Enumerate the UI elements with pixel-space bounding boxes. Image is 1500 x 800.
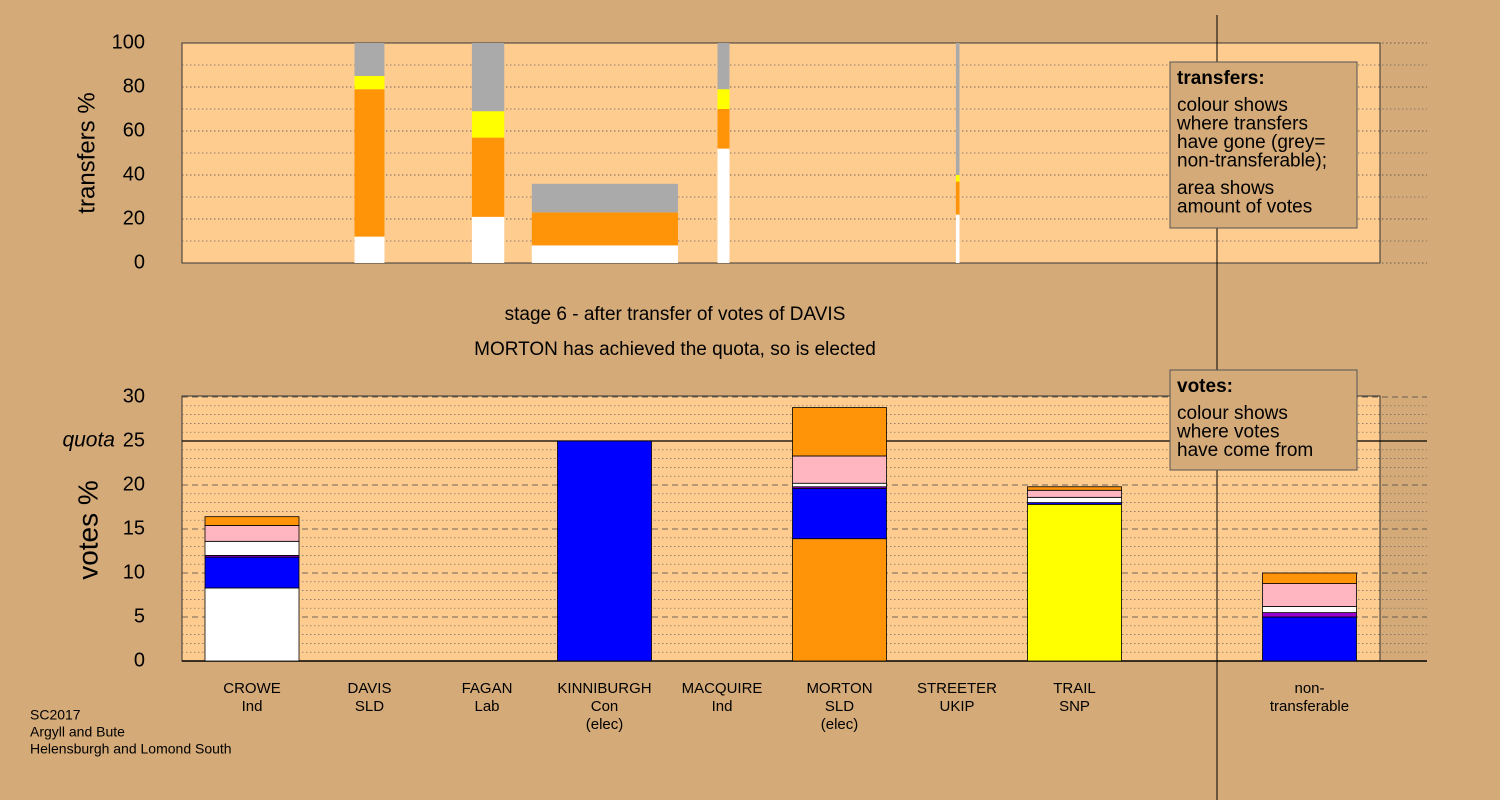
vote-segment <box>1027 489 1122 498</box>
y-axis-label: transfers % <box>73 92 100 213</box>
transfer-segment <box>471 137 505 217</box>
y-tick-label: 80 <box>123 75 145 97</box>
y-tick-label: 20 <box>123 473 145 495</box>
legend-text: colour shows <box>1177 95 1288 116</box>
vote-segment <box>1262 612 1357 618</box>
vote-segment <box>1027 486 1122 491</box>
x-tick-label: CROWE <box>223 680 281 697</box>
vote-segment <box>1027 496 1122 504</box>
vote-segment <box>1027 503 1122 662</box>
vote-segment <box>204 540 300 556</box>
transfer-segment <box>955 175 960 182</box>
y-tick-label: 30 <box>123 385 145 407</box>
vote-segment <box>1262 583 1357 607</box>
x-tick-label: SLD <box>825 698 854 715</box>
x-tick-label: MACQUIRE <box>682 680 763 697</box>
legend-text: have come from <box>1177 440 1313 461</box>
transfer-segment <box>354 43 385 76</box>
x-tick-label: STREETER <box>917 680 997 697</box>
vote-segment <box>204 556 300 589</box>
y-tick-label: 15 <box>123 517 145 539</box>
vote-segment <box>1262 572 1357 584</box>
legend-text: area shows <box>1177 178 1274 199</box>
legend-text: have gone (grey= <box>1177 132 1325 153</box>
quota-label: quota <box>62 429 115 452</box>
x-tick-label: Lab <box>474 698 499 715</box>
legend-text: amount of votes <box>1177 197 1312 218</box>
y-tick-label: 20 <box>123 207 145 229</box>
transfer-segment <box>531 212 678 246</box>
x-tick-label: Con <box>591 698 619 715</box>
y-axis-label: votes % <box>72 480 103 580</box>
footer: Helensburgh and Lomond South <box>30 741 232 757</box>
x-tick-label: SNP <box>1059 698 1090 715</box>
y-tick-label: 40 <box>123 163 145 185</box>
vote-segment <box>792 488 887 540</box>
transfer-segment <box>717 109 730 149</box>
x-tick-label: FAGAN <box>462 680 513 697</box>
transfer-segment <box>471 43 505 112</box>
y-tick-label: 25 <box>123 429 145 451</box>
y-tick-label: 60 <box>123 119 145 141</box>
x-tick-label: (elec) <box>821 716 859 733</box>
transfer-segment <box>471 111 505 138</box>
vote-segment <box>792 455 887 484</box>
transfer-segment <box>955 181 960 215</box>
x-tick-label: DAVIS <box>348 680 392 697</box>
x-tick-label: Ind <box>712 698 733 715</box>
legend-title: transfers: <box>1177 68 1265 89</box>
y-tick-label: 100 <box>112 31 145 53</box>
legend-text: where votes <box>1176 422 1279 443</box>
legend-box <box>1169 61 1358 229</box>
transfer-segment <box>717 89 730 109</box>
x-tick-label: transferable <box>1270 698 1349 715</box>
legend-text: where transfers <box>1176 114 1308 135</box>
transfer-segment <box>531 245 678 263</box>
transfer-segment <box>354 76 385 90</box>
y-tick-label: 10 <box>123 561 145 583</box>
x-tick-label: (elec) <box>586 716 624 733</box>
transfer-segment <box>717 148 730 263</box>
transfer-segment <box>531 183 678 213</box>
x-tick-label: UKIP <box>939 698 974 715</box>
transfer-segment <box>354 236 385 263</box>
legend-text: colour shows <box>1177 403 1288 424</box>
chart-subtitle: MORTON has achieved the quota, so is ele… <box>474 339 876 360</box>
vote-segment <box>204 525 300 542</box>
vote-segment <box>1262 616 1357 662</box>
transfer-segment <box>354 89 385 237</box>
x-tick-label: Ind <box>242 698 263 715</box>
y-tick-label: 0 <box>134 649 145 671</box>
transfer-segment <box>471 216 505 263</box>
transfer-segment <box>955 214 960 263</box>
footer: Argyll and Bute <box>30 724 125 740</box>
x-tick-label: MORTON <box>806 680 872 697</box>
y-tick-label: 0 <box>134 251 145 273</box>
vote-segment <box>204 516 300 526</box>
vote-segment <box>557 440 652 662</box>
vote-segment <box>792 482 887 488</box>
legend-box <box>1169 369 1358 471</box>
y-tick-label: 5 <box>134 605 145 627</box>
vote-segment <box>204 587 300 662</box>
x-tick-label: non- <box>1294 680 1324 697</box>
x-tick-label: TRAIL <box>1053 680 1096 697</box>
vote-segment <box>1262 606 1357 614</box>
legend-title: votes: <box>1177 376 1233 397</box>
x-tick-label: SLD <box>355 698 384 715</box>
legend-text: non-transferable); <box>1177 151 1327 172</box>
x-tick-label: KINNIBURGH <box>557 680 651 697</box>
vote-segment <box>792 538 887 662</box>
transfer-segment <box>717 43 730 90</box>
chart-title: stage 6 - after transfer of votes of DAV… <box>505 304 846 325</box>
footer: SC2017 <box>30 707 81 723</box>
vote-segment <box>792 407 887 457</box>
transfer-segment <box>955 43 960 175</box>
